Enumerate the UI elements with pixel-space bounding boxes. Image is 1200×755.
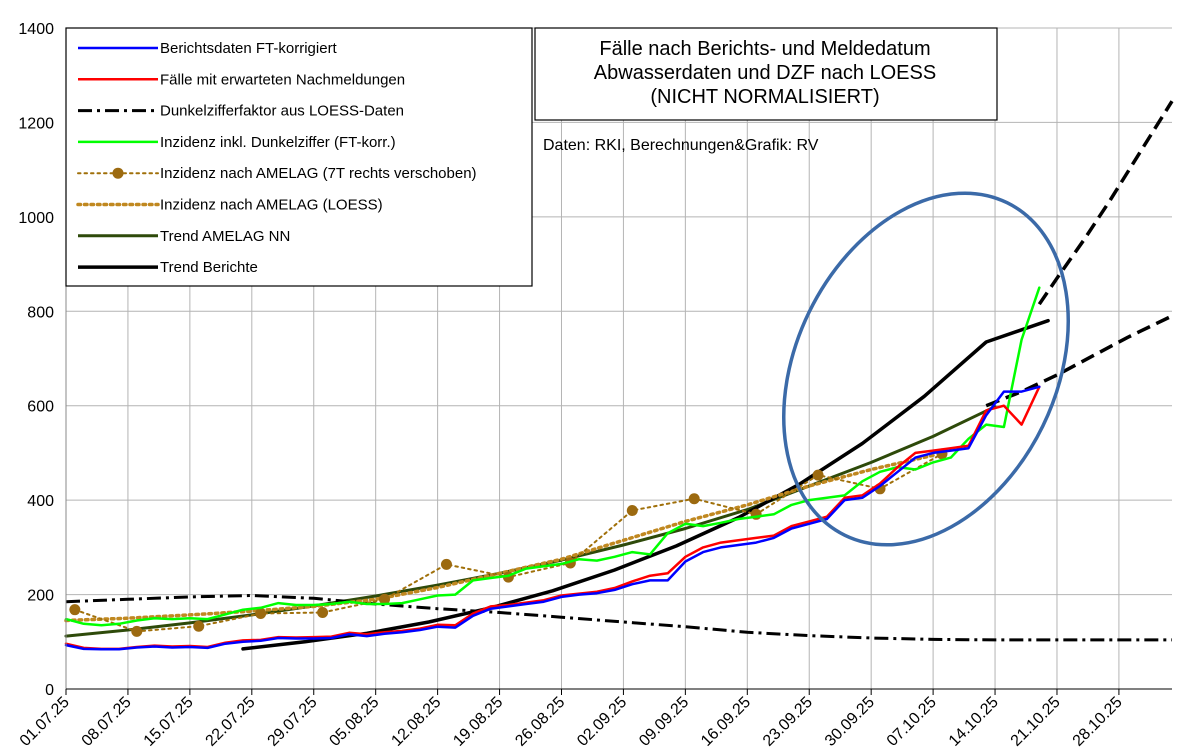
legend: Berichtsdaten FT-korrigiert Fälle mit erw… [65, 27, 533, 287]
y-tick-label: 200 [27, 588, 54, 605]
y-tick-label: 800 [27, 304, 54, 321]
x-tick-label: 08.07.25 [79, 694, 135, 750]
amelag-point [255, 607, 267, 619]
source-note: Daten: RKI, Berechnungen&Grafik: RV [543, 137, 819, 154]
amelag-point [379, 593, 391, 605]
x-tick-label: 28.10.25 [1070, 694, 1126, 750]
amelag-point [688, 493, 700, 505]
legend-label: Inzidenz nach AMELAG (7T rechts verschob… [160, 165, 477, 182]
y-tick-label: 400 [27, 493, 54, 510]
legend-label: Dunkelzifferfaktor aus LOESS-Daten [160, 103, 404, 120]
highlight-ellipse-shape [782, 191, 1070, 547]
title-frame [534, 27, 998, 121]
legend-label: Berichtsdaten FT-korrigiert [160, 40, 338, 57]
series-line-inzidenz-nach-amelag-loess [64, 453, 935, 623]
x-tick-label: 05.08.25 [326, 694, 382, 750]
x-tick-label: 26.08.25 [512, 694, 568, 750]
x-tick-label: 23.09.25 [760, 694, 816, 750]
series-line-trend-extrapolation-9 [1037, 100, 1174, 306]
x-tick-label: 22.07.25 [203, 694, 259, 750]
amelag-point [317, 607, 329, 619]
legend-box [65, 27, 533, 287]
y-tick-label: 0 [45, 682, 54, 699]
y-tick-label: 600 [27, 399, 54, 416]
x-tick-label: 15.07.25 [141, 694, 197, 750]
amelag-point [193, 620, 205, 632]
x-tick-label: 01.07.25 [17, 694, 73, 750]
series-line-trend-extrapolation-8 [985, 314, 1173, 408]
y-tick-label: 1000 [18, 210, 54, 227]
chart-title-line: Abwasserdaten und DZF nach LOESS [594, 62, 936, 84]
x-tick-label: 30.09.25 [822, 694, 878, 750]
series-line-berichtsdaten-ft-korrigiert [64, 385, 1041, 651]
legend-label: Trend Berichte [160, 259, 258, 276]
x-tick-label: 09.09.25 [636, 694, 692, 750]
x-tick-label: 02.09.25 [574, 694, 630, 750]
amelag-point [440, 558, 452, 570]
amelag-point [131, 625, 143, 637]
legend-label: Inzidenz nach AMELAG (LOESS) [160, 197, 383, 214]
series-line-faelle-mit-erwarteten-nachmeldungen [64, 385, 1041, 651]
series-line-trend-berichte [241, 318, 1050, 651]
x-tick-label: 16.09.25 [698, 694, 754, 750]
chart-title-line: (NICHT NORMALISIERT) [650, 86, 879, 108]
x-tick-label: 29.07.25 [265, 694, 321, 750]
x-tick-label: 07.10.25 [884, 694, 940, 750]
chart-title-line: Fälle nach Berichts- und Meldedatum [599, 38, 930, 60]
y-tick-label: 1200 [18, 115, 54, 132]
series-lines [64, 100, 1174, 651]
amelag-point [69, 604, 81, 616]
legend-label: Inzidenz inkl. Dunkelziffer (FT-korr.) [160, 134, 396, 151]
amelag-point [626, 505, 638, 517]
x-tick-label: 12.08.25 [388, 694, 444, 750]
amelag-point [812, 469, 824, 481]
x-tick-label: 19.08.25 [450, 694, 506, 750]
series-line-inzidenz-inkl-dunkelziffer-ft-korr [64, 286, 1041, 627]
y-tick-label: 1400 [18, 21, 54, 38]
title-box: Fälle nach Berichts- und MeldedatumAbwas… [534, 27, 998, 154]
legend-label: Trend AMELAG NN [160, 228, 290, 245]
legend-marker [112, 167, 124, 179]
x-tick-label: 14.10.25 [946, 694, 1002, 750]
x-tick-label: 21.10.25 [1008, 694, 1064, 750]
series-line-dunkelzifferfaktor-aus-loess-daten [65, 594, 1172, 642]
legend-label: Fälle mit erwarteten Nachmeldungen [160, 71, 405, 88]
highlight-ellipse [782, 191, 1070, 547]
